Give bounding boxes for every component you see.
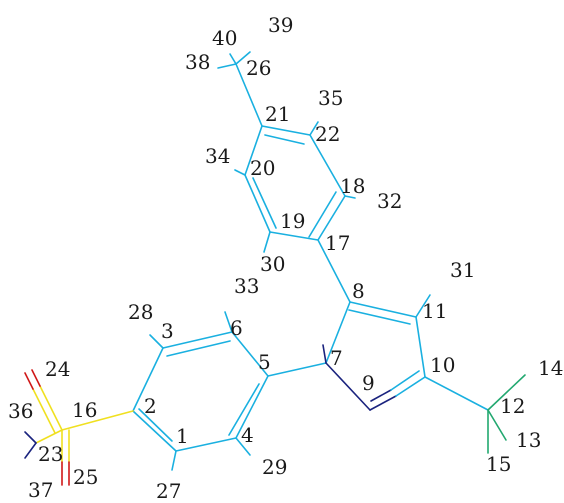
bond-5-4 [235,375,269,439]
bond-3-6-inner [166,340,231,357]
bond-4-1 [175,437,237,452]
atom-label-layer: 1234567891011121314151617181920212223242… [8,13,563,503]
bond-16-24 [39,385,63,431]
bond-26-h40 [229,53,237,65]
atom-label-3: 3 [161,319,174,343]
bond-23-h37 [24,442,37,459]
atom-label-29: 29 [262,455,287,479]
bond-8-11 [349,301,417,318]
atom-label-6: 6 [230,316,243,340]
atom-label-25: 25 [73,465,98,489]
atom-label-26: 26 [246,56,271,80]
atom-label-1: 1 [176,424,189,448]
atom-label-40: 40 [212,26,237,50]
atom-label-39: 39 [268,13,293,37]
bond-21-20 [244,125,263,176]
atom-label-37: 37 [28,478,53,502]
bond-9-10-inner-right [390,370,420,391]
bond-19-17 [269,231,319,241]
bond-12-14 [487,374,526,411]
atom-label-16: 16 [72,398,97,422]
atom-label-8: 8 [352,279,365,303]
bond-1-h27 [171,450,177,471]
atom-label-7: 7 [330,346,343,370]
bond-1-2-inner [138,408,173,442]
bond-3-h28 [149,334,164,349]
bond-7-8 [325,301,351,364]
bond-17-18 [317,195,346,241]
atom-label-27: 27 [156,479,181,503]
atom-label-18: 18 [340,174,365,198]
bond-o24 [31,369,41,387]
bond-9-10-right [395,376,426,397]
bond-2-16 [61,410,134,431]
bond-7-h [322,344,327,364]
atom-label-21: 21 [265,102,290,126]
bond-19-h30 [263,231,271,253]
atom-label-22: 22 [315,122,340,146]
atom-label-2: 2 [144,394,157,418]
bond-9-10-inner-left [370,389,392,402]
atom-label-28: 28 [128,300,153,324]
bond-16-23 [35,429,63,444]
atom-label-4: 4 [241,423,254,447]
bond-1-2 [132,410,177,452]
bond-9-10-left [369,395,397,411]
atom-label-12: 12 [500,394,525,418]
bond-17-18-inner [308,191,337,238]
atom-label-34: 34 [205,144,230,168]
bond-6-h33 [224,311,233,333]
atom-label-32: 32 [377,189,402,213]
bond-23-h36 [24,431,37,444]
bond-2-3 [132,347,164,412]
bond-8-17 [317,239,351,303]
atom-label-35: 35 [318,86,343,110]
bond-4-h29 [235,437,251,456]
bond-11-h31 [415,294,431,318]
bond-22-h35 [309,121,319,136]
bond-20-19 [244,174,271,233]
bond-26-h39 [235,51,251,65]
atom-label-11: 11 [422,299,447,323]
bond-o24-inner [24,372,34,390]
atom-label-15: 15 [486,452,511,476]
atom-label-13: 13 [516,428,541,452]
atom-label-10: 10 [430,353,455,377]
bond-10-12 [424,376,489,411]
bond-layer [24,51,526,486]
bond-26-h38 [217,63,237,69]
atom-label-17: 17 [325,231,350,255]
atom-label-20: 20 [250,156,275,180]
bond-18-h32 [344,195,356,199]
bond-21-26 [235,63,263,127]
bond-18-22 [309,134,346,197]
bond-8-11-inner [348,309,411,325]
bond-3-6 [162,331,233,349]
atom-label-24: 24 [45,357,70,381]
bond-5-4-inner [228,383,260,436]
bond-20-19-inner [252,177,277,229]
bond-12-13 [487,409,507,441]
bond-5-7 [267,362,327,377]
atom-label-19: 19 [280,209,305,233]
bond-20-h34 [234,169,246,176]
atom-label-23: 23 [38,442,63,466]
atom-label-14: 14 [538,356,563,380]
bond-16-24-inner [32,388,56,434]
atom-label-38: 38 [185,50,210,74]
atom-label-31: 31 [450,258,475,282]
bond-22-21-inner [264,134,305,145]
bond-11-10 [415,316,426,378]
atom-label-9: 9 [362,371,375,395]
atom-label-33: 33 [234,274,259,298]
atom-label-36: 36 [8,399,33,423]
bond-7-9 [325,362,371,411]
atom-label-5: 5 [258,350,271,374]
bond-22-21 [261,125,311,136]
bond-6-5 [231,331,269,377]
atom-label-30: 30 [260,252,285,276]
